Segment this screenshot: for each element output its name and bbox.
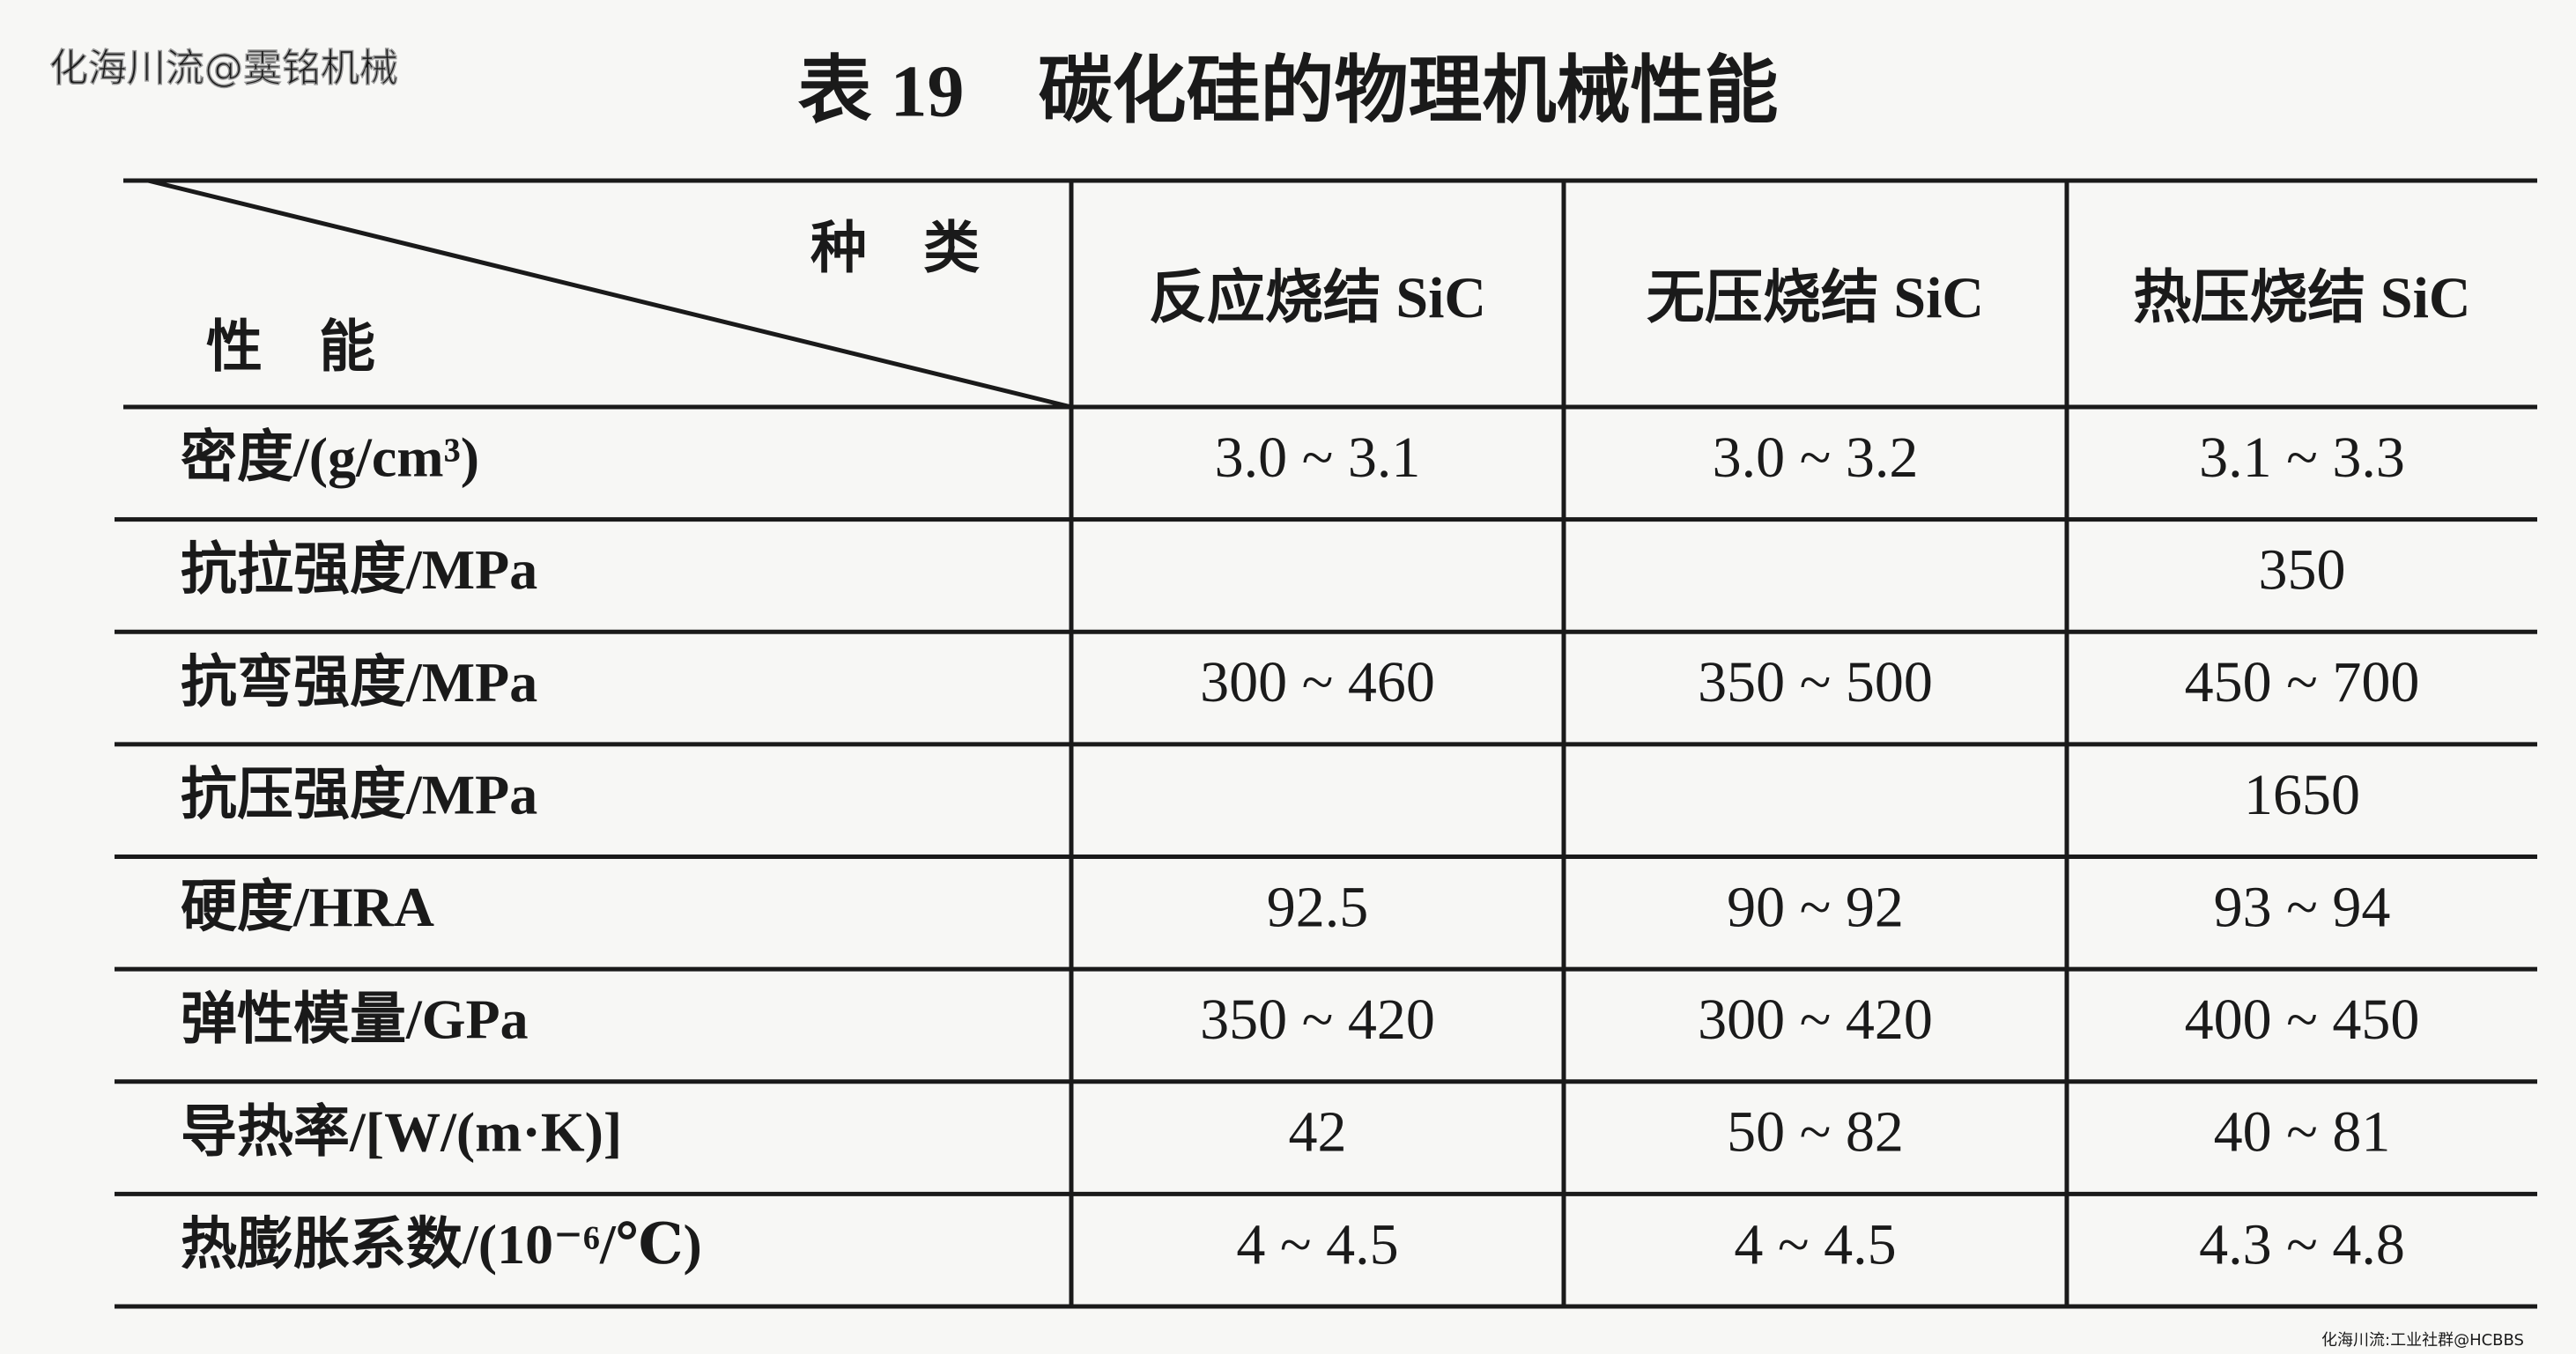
footer-watermark: 化海川流:工业社群@HCBBS [2321, 1331, 2524, 1350]
cell: 42 [1289, 1100, 1347, 1165]
row-label: 抗拉强度/MPa [181, 538, 537, 601]
row-label: 硬度/HRA [181, 876, 434, 938]
cell: 93 ~ 94 [2214, 875, 2391, 939]
corner-bottom: 性 能 [206, 316, 375, 379]
cell: 1650 [2244, 763, 2360, 827]
cell: 50 ~ 82 [1727, 1100, 1904, 1165]
column-header: 反应烧结 SiC [1149, 266, 1486, 330]
title: 表 19 碳化硅的物理机械性能 [797, 50, 1778, 132]
cell: 3.0 ~ 3.2 [1713, 425, 1919, 490]
cell: 4.3 ~ 4.8 [2199, 1212, 2405, 1276]
cell: 350 ~ 500 [1698, 650, 1933, 714]
cell: 400 ~ 450 [2185, 988, 2420, 1052]
cell: 450 ~ 700 [2185, 650, 2420, 714]
cell: 350 ~ 420 [1200, 988, 1435, 1052]
row-label: 密度/(g/cm³) [181, 426, 479, 489]
cell: 92.5 [1267, 875, 1369, 939]
cell: 90 ~ 92 [1727, 875, 1904, 939]
cell: 4 ~ 4.5 [1236, 1212, 1398, 1276]
row-label: 抗弯强度/MPa [181, 651, 537, 714]
column-header: 无压烧结 SiC [1647, 266, 1984, 330]
cell: 4 ~ 4.5 [1734, 1212, 1896, 1276]
corner-top: 种 类 [811, 218, 980, 280]
row-label: 弹性模量/GPa [181, 988, 529, 1051]
column-header: 热压烧结 SiC [2133, 266, 2470, 330]
cell: 3.0 ~ 3.1 [1215, 425, 1421, 490]
row-label: 导热率/[W/(m·K)] [181, 1100, 622, 1163]
cell: 300 ~ 460 [1200, 650, 1435, 714]
row-label: 抗压强度/MPa [181, 763, 537, 825]
watermark: 化海川流@霙铭机械 [49, 46, 398, 91]
cell: 300 ~ 420 [1698, 988, 1933, 1052]
cell: 350 [2259, 538, 2346, 603]
diagonal [147, 178, 1072, 410]
row-label: 热膨胀系数/(10⁻⁶/℃) [181, 1213, 702, 1276]
cell: 40 ~ 81 [2214, 1100, 2391, 1165]
cell: 3.1 ~ 3.3 [2199, 425, 2405, 490]
